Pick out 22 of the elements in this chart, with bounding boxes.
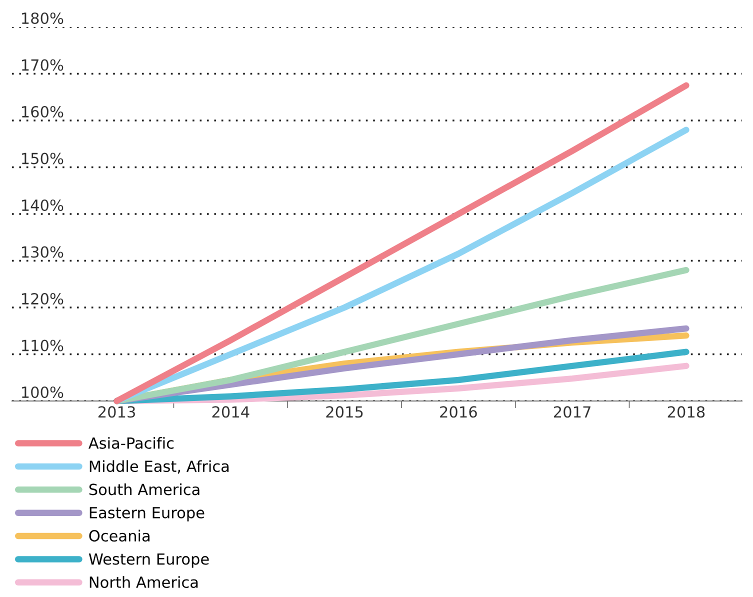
y-tick-label: 170% — [22, 59, 64, 71]
y-tick-label: 160% — [22, 106, 64, 118]
legend-label: South America — [89, 483, 200, 496]
legend-label: Asia-Pacific — [88, 437, 174, 449]
x-tick-label: 2015 — [326, 406, 363, 418]
legend-label: Middle East, Africa — [90, 460, 229, 474]
x-tick-label: 2014 — [212, 406, 250, 418]
x-tick-label: 2017 — [554, 406, 590, 418]
y-tick-label: 130% — [22, 246, 64, 258]
y-tick-label: 150% — [22, 152, 64, 164]
legend-label: North America — [90, 576, 198, 588]
y-tick-label: 110% — [22, 340, 64, 352]
y-tick-label: 180% — [22, 12, 64, 24]
legend-label: Oceania — [89, 530, 150, 542]
x-tick-label: 2013 — [98, 406, 135, 418]
x-tick-label: 2016 — [440, 406, 477, 418]
legend-label: Eastern Europe — [90, 507, 204, 522]
y-tick-label: 100% — [22, 386, 64, 398]
x-tick-label: 2018 — [668, 406, 705, 418]
y-tick-label: 120% — [22, 292, 64, 305]
legend-label: Western Europe — [88, 553, 209, 568]
y-tick-label: 140% — [22, 199, 64, 212]
